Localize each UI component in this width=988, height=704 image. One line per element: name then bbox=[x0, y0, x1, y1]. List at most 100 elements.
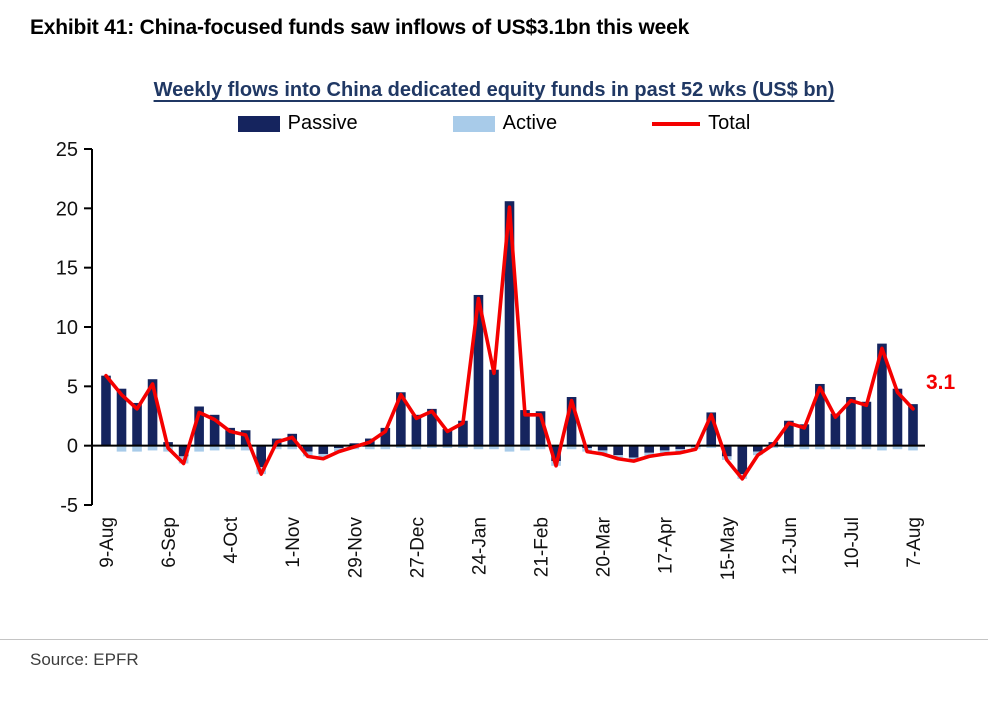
passive-bar bbox=[520, 410, 530, 446]
chart-legend: Passive Active Total bbox=[0, 112, 988, 135]
active-bar bbox=[458, 445, 468, 449]
legend-item-passive: Passive bbox=[237, 112, 358, 135]
passive-bar bbox=[721, 445, 732, 457]
x-tick-label: 4-Oct bbox=[221, 517, 242, 564]
passive-bar bbox=[815, 384, 825, 446]
passive-bar bbox=[411, 415, 422, 446]
passive-bar bbox=[302, 445, 313, 452]
passive-bar bbox=[333, 445, 344, 449]
active-bar bbox=[473, 445, 484, 450]
passive-bar bbox=[628, 445, 639, 458]
active-bar bbox=[768, 445, 779, 449]
passive-bar bbox=[442, 429, 453, 446]
x-tick-label: 12-Jun bbox=[780, 517, 801, 575]
passive-bar bbox=[116, 389, 127, 446]
active-bar bbox=[846, 445, 856, 450]
passive-bar bbox=[613, 445, 623, 456]
x-tick-label: 27-Dec bbox=[407, 517, 428, 578]
passive-bar bbox=[209, 415, 220, 446]
passive-bar bbox=[489, 370, 499, 446]
active-bar bbox=[194, 445, 204, 452]
active-bar bbox=[240, 445, 251, 451]
active-bar bbox=[535, 445, 546, 450]
x-tick-label: 15-May bbox=[718, 517, 739, 581]
x-tick-label: 20-Mar bbox=[594, 517, 615, 578]
passive-bar bbox=[101, 375, 111, 446]
active-bar bbox=[411, 445, 422, 450]
active-bar bbox=[877, 445, 887, 451]
active-bar bbox=[427, 445, 437, 449]
passive-bar bbox=[597, 445, 608, 451]
passive-bar bbox=[892, 389, 903, 446]
active-bar bbox=[489, 445, 499, 450]
x-tick-label: 21-Feb bbox=[532, 517, 553, 577]
total-line bbox=[104, 205, 915, 481]
active-bar bbox=[861, 445, 872, 450]
passive-bar bbox=[846, 397, 856, 446]
legend-item-total: Total bbox=[652, 112, 750, 135]
active-bar bbox=[365, 445, 375, 450]
passive-bar bbox=[644, 445, 654, 454]
active-bar bbox=[209, 445, 220, 451]
legend-label-passive: Passive bbox=[287, 112, 358, 135]
active-bar bbox=[396, 445, 406, 449]
footer-divider bbox=[0, 639, 988, 641]
legend-label-total: Total bbox=[708, 112, 751, 135]
y-tick-label: 10 bbox=[56, 317, 78, 339]
passive-bar bbox=[458, 421, 468, 446]
x-tick-label: 10-Jul bbox=[842, 517, 863, 569]
passive-bar bbox=[535, 411, 546, 446]
active-bar bbox=[908, 445, 918, 451]
active-bar bbox=[706, 445, 717, 449]
active-bar bbox=[116, 445, 127, 452]
x-tick-label: 9-Aug bbox=[97, 517, 118, 568]
flows-chart-plot: 25 20 15 10 5 0 -5 9-Aug 6-Sep 4-Oct 1-Nov 29-Nov 27… bbox=[56, 139, 956, 581]
passive-bar bbox=[178, 445, 189, 457]
passive-bar bbox=[659, 445, 670, 451]
passive-bar bbox=[551, 445, 561, 462]
source-note: Source: EPFR bbox=[30, 650, 139, 670]
passive-bar bbox=[877, 343, 887, 446]
passive-bar bbox=[706, 412, 717, 446]
active-bar bbox=[147, 445, 158, 451]
passive-bar bbox=[225, 428, 235, 446]
active-bar bbox=[380, 445, 391, 450]
active-bar bbox=[287, 445, 298, 450]
x-tick-label: 24-Jan bbox=[469, 517, 490, 575]
y-tick-label: 0 bbox=[67, 436, 78, 458]
passive-bar bbox=[784, 421, 794, 446]
total-annotation: 3.1 bbox=[926, 371, 956, 394]
x-tick-label: 6-Sep bbox=[159, 517, 180, 568]
active-bar bbox=[784, 445, 794, 449]
active-bar bbox=[271, 445, 282, 450]
active-bar bbox=[799, 445, 810, 450]
passive-bar bbox=[861, 402, 872, 446]
passive-bar bbox=[737, 445, 748, 475]
active-bar bbox=[442, 445, 453, 449]
legend-label-active: Active bbox=[502, 112, 558, 135]
y-tick-label: 20 bbox=[56, 199, 78, 221]
active-bar bbox=[520, 445, 530, 451]
active-bar bbox=[225, 445, 235, 450]
active-swatch-icon bbox=[452, 115, 495, 132]
y-tick-label: -5 bbox=[60, 495, 78, 517]
active-bar bbox=[892, 445, 903, 450]
passive-bar bbox=[427, 409, 437, 446]
y-tick-label: 5 bbox=[67, 377, 78, 399]
active-bar bbox=[566, 445, 577, 450]
x-tick-label: 1-Nov bbox=[283, 517, 304, 568]
passive-bar bbox=[396, 392, 406, 446]
y-tick-label: 25 bbox=[56, 139, 78, 161]
passive-bar bbox=[830, 413, 841, 446]
passive-swatch-icon bbox=[237, 115, 280, 132]
passive-bar bbox=[349, 443, 360, 446]
active-bar bbox=[504, 445, 515, 452]
passive-bar bbox=[132, 403, 142, 446]
passive-bar bbox=[799, 424, 810, 446]
passive-bar bbox=[380, 428, 391, 446]
active-bar bbox=[815, 445, 825, 450]
passive-bar bbox=[504, 201, 515, 446]
passive-bar bbox=[194, 406, 204, 446]
exhibit-title: Exhibit 41: China-focused funds saw infl… bbox=[30, 16, 690, 39]
x-tick-label: 17-Apr bbox=[656, 517, 677, 575]
